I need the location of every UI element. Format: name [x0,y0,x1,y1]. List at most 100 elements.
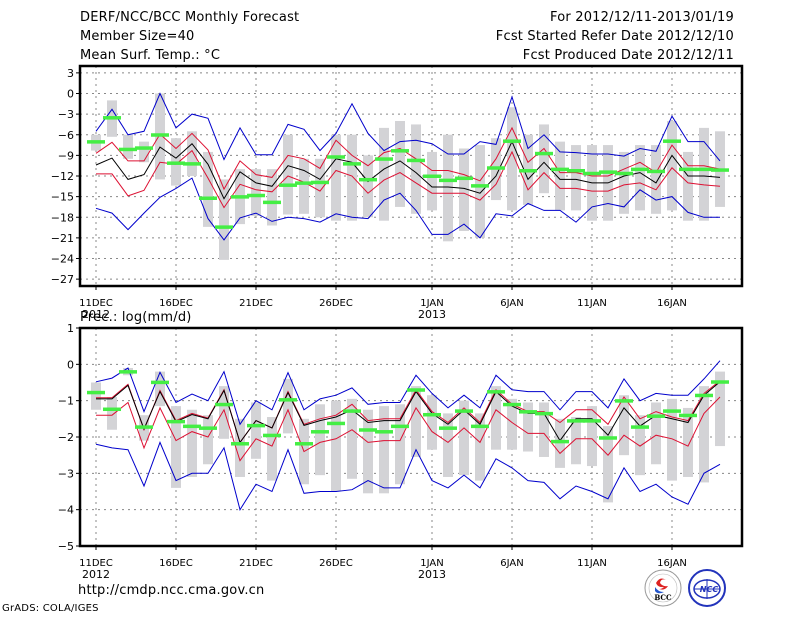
observation-marker [327,155,345,159]
xtick-label: 6JAN [500,558,523,569]
xtick-label: 6JAN [500,298,523,309]
member-range-bar [123,134,133,159]
observation-marker [647,414,665,418]
member-range-bar [203,415,213,465]
member-range-bar [347,134,357,221]
observation-marker [583,171,601,176]
observation-marker [183,424,201,429]
ytick-label: −1 [58,395,74,408]
member-range-bar [651,145,661,214]
observation-marker [615,171,633,176]
member-range-bar [427,395,437,450]
ytick-label: −2 [58,431,74,444]
member-range-bar [235,418,245,477]
observation-marker [311,430,329,434]
ncc-logo-text: NCC [700,585,719,594]
member-range-bar [219,386,229,439]
observation-marker [327,421,345,426]
ytick-label: −18 [51,211,74,224]
member-range-bar [315,404,325,476]
xtick-label: 16JAN [657,558,687,569]
observation-marker [151,380,169,385]
observation-marker [343,162,361,166]
member-range-bar [283,134,293,215]
member-range-bar [411,124,421,214]
member-range-bar [635,415,645,476]
ncc-logo-icon: NCC [688,569,726,607]
member-range-bar [251,169,261,216]
observation-marker [199,426,217,430]
member-range-bar [491,386,501,450]
observation-marker [647,169,665,174]
member-range-bar [411,386,421,457]
member-range-bar [331,400,341,492]
member-range-bar [571,145,581,211]
observation-marker [247,193,265,198]
member-range-bar [475,145,485,238]
observation-marker [455,176,473,181]
member-range-bar [459,148,469,231]
grads-credit: GrADS: COLA/IGES [2,603,99,614]
ytick-label: 3 [67,67,74,80]
member-range-bar [683,151,693,221]
member-range-bar [267,169,277,226]
member-range-bar [203,151,213,227]
observation-marker [103,116,121,120]
observation-marker [87,140,105,144]
observation-marker [183,162,201,166]
observation-marker [279,398,297,402]
observation-marker [439,178,457,183]
member-range-bar [475,413,485,481]
xtick-label: 11JAN [577,558,607,569]
xtick-label: 26DEC [319,298,353,309]
observation-marker [231,442,249,446]
xtick-label: 16DEC [159,298,193,309]
observation-marker [567,419,585,423]
member-range-bar [219,179,229,260]
observation-marker [551,439,569,444]
source-url[interactable]: http://cmdp.ncc.cma.gov.cn [78,583,265,598]
xtick-label: 1JAN [420,298,443,309]
xtick-label: 21DEC [239,298,273,309]
observation-marker [263,200,281,205]
ytick-label: 0 [67,358,74,371]
member-range-bar [443,134,453,242]
xtick-year-label: 2012 [82,568,110,581]
variable-label: Mean Surf. Temp.: °C [80,48,221,63]
observation-marker [103,407,121,412]
member-range-bar [635,145,645,211]
member-range-bar [187,131,197,176]
ensemble-mean-line [96,381,721,444]
member-range-bar [251,402,261,459]
ytick-label: −15 [51,191,74,204]
member-range-bar [155,371,165,407]
observation-marker [263,433,281,438]
observation-marker [695,167,713,172]
xtick-label: 11DEC [79,558,113,569]
observation-marker [87,390,105,395]
observation-marker [663,139,681,143]
member-range-bar [651,402,661,465]
xtick-label: 11JAN [577,298,607,309]
ytick-label: −27 [51,273,74,286]
observation-marker [439,426,457,430]
member-range-bar [683,407,693,477]
ytick-label: −6 [58,129,74,142]
ensemble-min-line [95,441,721,511]
member-range-bar [395,404,405,485]
member-range-bar [299,158,309,214]
ytick-label: −5 [58,540,74,553]
member-range-bar [667,121,677,211]
member-range-bar [443,413,453,477]
ensemble-mean-line [95,140,721,200]
member-range-bar [315,158,325,218]
observation-marker [471,184,489,188]
xtick-label: 1JAN [420,558,443,569]
member-range-bar [507,398,517,450]
observation-marker [359,177,377,182]
member-range-bar [107,397,117,430]
observation-marker [391,149,409,153]
precip-panel-title: Prec.: log(mm/d) [80,310,192,325]
